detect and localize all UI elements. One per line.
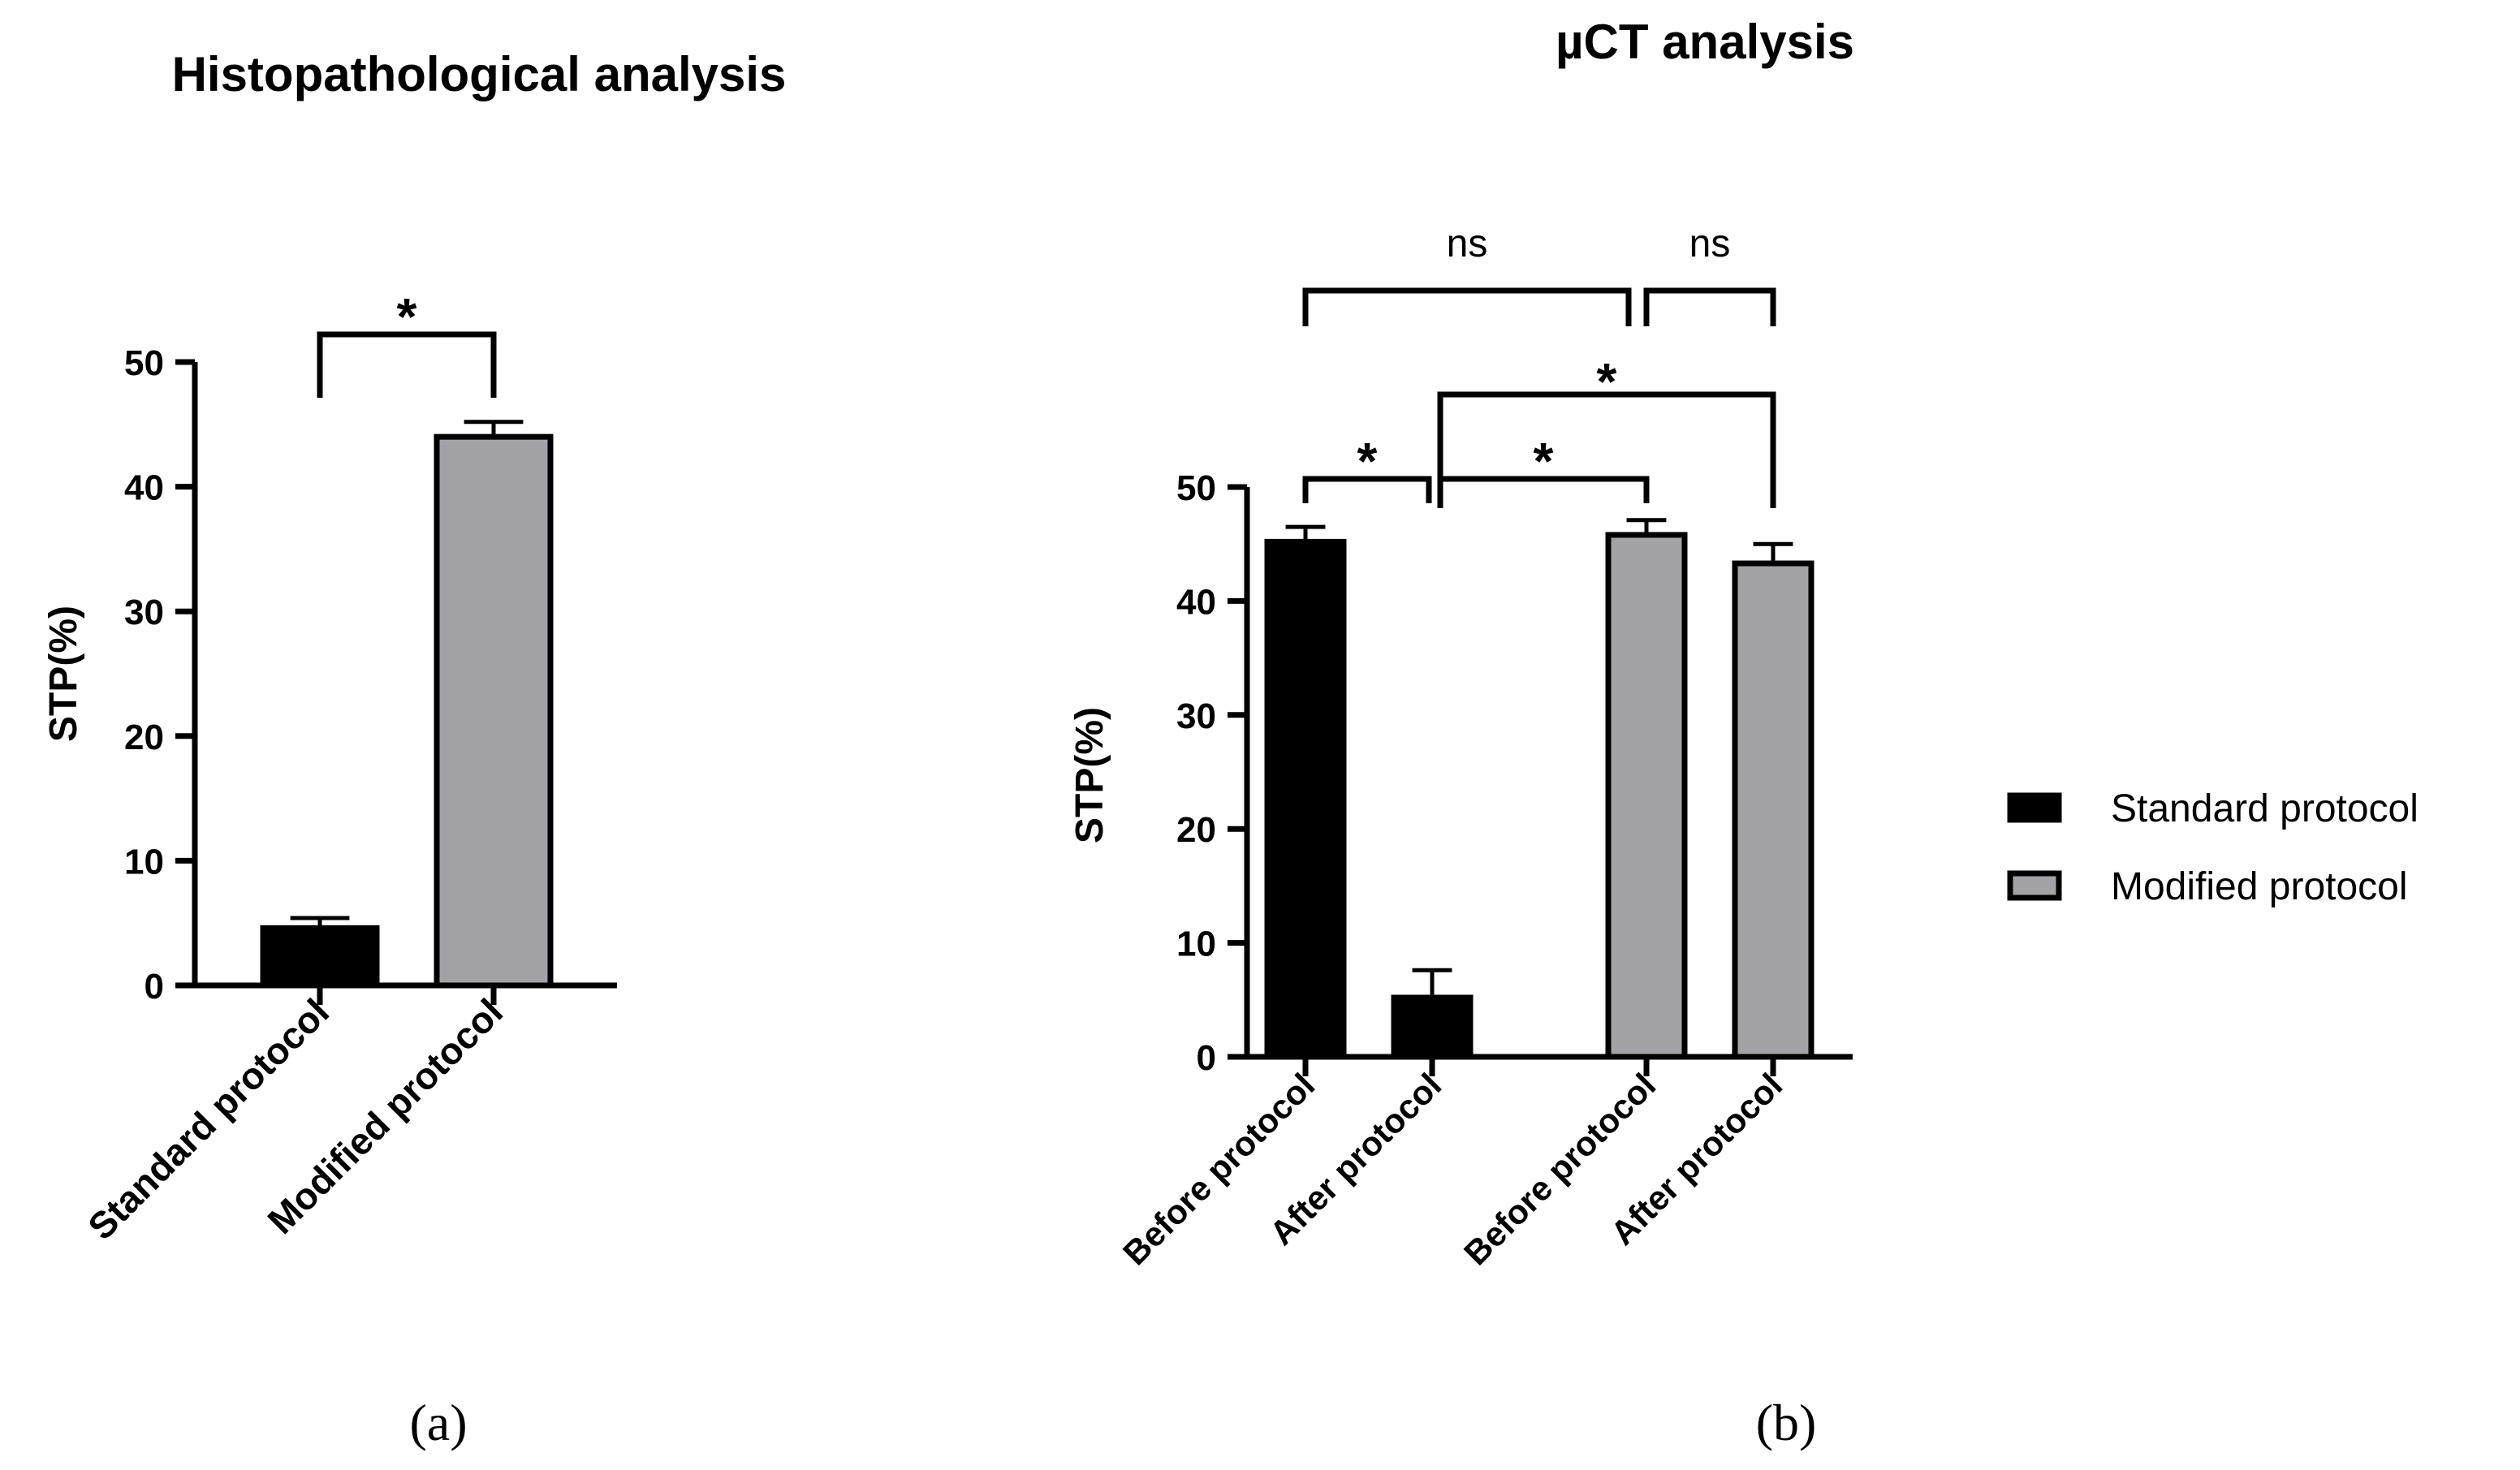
y-tick-label: 0 xyxy=(145,967,164,1007)
bar xyxy=(260,925,380,989)
chart-a-ylabel: STP(%) xyxy=(42,606,85,742)
significance-bracket xyxy=(1643,287,1776,326)
legend: Standard protocol Modified protocol xyxy=(2007,787,2419,908)
significance-label: * xyxy=(1534,432,1554,490)
significance-bracket xyxy=(1302,287,1632,326)
legend-label-standard: Standard protocol xyxy=(2111,787,2419,830)
significance-label: * xyxy=(397,287,417,346)
significance-label: * xyxy=(1597,352,1617,411)
chart-a-bars xyxy=(260,420,554,989)
y-tick-label: 10 xyxy=(124,842,164,882)
y-tick-label: 50 xyxy=(124,343,164,383)
bar xyxy=(1391,994,1474,1060)
y-tick-label: 50 xyxy=(1176,468,1216,508)
chart-b-bars xyxy=(1264,518,1814,1060)
significance-bracket xyxy=(1437,391,1776,508)
chart-a: Histopathological analysis STP(%) 0 10 20 3… xyxy=(42,47,786,1451)
y-tick-label: 10 xyxy=(1176,925,1216,964)
legend-swatch-standard xyxy=(2007,792,2062,823)
bar xyxy=(1732,560,1814,1060)
significance-label: ns xyxy=(1447,222,1488,265)
y-tick-label: 40 xyxy=(1176,582,1216,622)
significance-bracket xyxy=(1302,476,1432,503)
significance-bracket xyxy=(317,331,497,398)
significance-label: * xyxy=(1357,432,1378,490)
panel-b-label: (b) xyxy=(1756,1394,1817,1451)
y-tick-label: 0 xyxy=(1197,1038,1216,1078)
chart-a-title: Histopathological analysis xyxy=(172,47,787,101)
legend-label-modified: Modified protocol xyxy=(2111,865,2408,908)
y-tick-label: 30 xyxy=(1176,696,1216,736)
bar xyxy=(434,433,554,989)
y-tick-label: 20 xyxy=(124,718,164,757)
chart-b-ylabel: STP(%) xyxy=(1068,707,1111,843)
bar xyxy=(1264,538,1347,1060)
panel-a-label: (a) xyxy=(409,1394,467,1451)
significance-label: ns xyxy=(1689,222,1731,265)
legend-swatch-modified xyxy=(2007,870,2062,901)
y-tick-label: 20 xyxy=(1176,810,1216,850)
bar xyxy=(1605,532,1688,1060)
chart-a-significance: * xyxy=(317,287,497,398)
y-tick-label: 40 xyxy=(124,468,164,508)
chart-b-significance: * * * ns ns xyxy=(1302,222,1776,508)
chart-b-title: µCT analysis xyxy=(1556,15,1854,69)
y-tick-label: 30 xyxy=(124,593,164,632)
